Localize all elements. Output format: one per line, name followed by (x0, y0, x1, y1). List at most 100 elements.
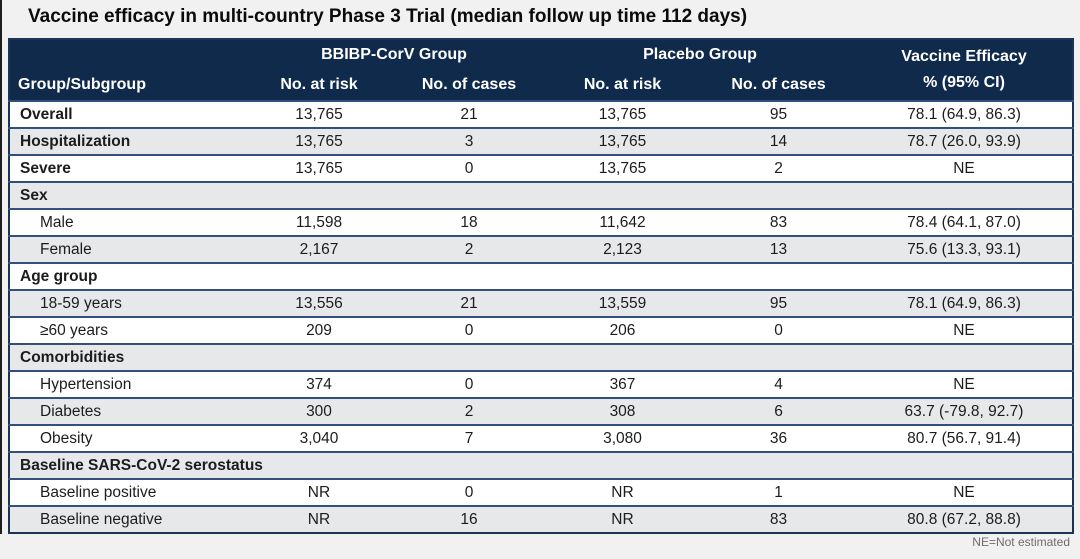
cell-value: 75.6 (13.3, 93.1) (907, 240, 1021, 258)
cell-value: 2 (774, 159, 783, 177)
cell-value: 18 (460, 213, 478, 231)
group-header-row: BBIBP-CorV Group Placebo Group Vaccine E… (9, 39, 1074, 101)
cell-value: 80.7 (56.7, 91.4) (907, 429, 1021, 447)
cell-value: 95 (769, 294, 788, 312)
page-title: Vaccine efficacy in multi-country Phase … (28, 6, 748, 27)
placebo-no-at-risk-header: No. at risk (544, 69, 701, 101)
vaccine-efficacy-header-line1: Vaccine Efficacy (901, 48, 1027, 66)
cell-value: 2,167 (299, 240, 339, 258)
table-row: 18-59 years 13,556 21 13,559 95 78.1 (64.9, 8… (9, 290, 1074, 317)
footnote: NE=Not estimated (972, 535, 1070, 549)
bbibp-group-header: BBIBP-CorV Group (244, 39, 544, 69)
bbibp-no-of-cases-header: No. of cases (394, 69, 544, 101)
section-label: Comorbidities (20, 348, 125, 366)
table-row: Hypertension 374 0 367 4 NE (9, 371, 1074, 398)
cell-value: 13,556 (295, 294, 343, 312)
section-label: Age group (20, 267, 98, 285)
column-header-row: Group/Subgroup No. at risk No. of cases … (9, 69, 1073, 101)
cell-value: 83 (769, 510, 788, 528)
cell-value: 0 (464, 321, 474, 339)
table-row: Baseline negative NR 16 NR 83 80.8 (67.2, 88.… (9, 506, 1074, 533)
row-label: Male (40, 213, 74, 231)
cell-value: 11,642 (599, 213, 646, 231)
cell-value: 13,765 (598, 159, 647, 177)
left-edge-line (0, 0, 2, 534)
cell-value: 13,765 (295, 132, 343, 150)
row-label: Hospitalization (20, 132, 131, 150)
section-label: Baseline SARS-CoV-2 serostatus (20, 456, 263, 474)
cell-value: NR (611, 483, 634, 501)
section-row: Comorbidities (9, 344, 1074, 371)
cell-value: 3,080 (603, 429, 642, 447)
cell-value: 13,765 (295, 159, 343, 177)
cell-value: 36 (769, 429, 788, 447)
cell-value: 16 (460, 510, 478, 528)
row-label: ≥60 years (40, 321, 108, 339)
cell-value: 78.1 (64.9, 86.3) (907, 294, 1021, 312)
cell-value: 367 (609, 375, 636, 393)
cell-value: 4 (774, 375, 783, 393)
cell-value: 0 (464, 159, 474, 177)
cell-value: NE (953, 159, 975, 177)
table-row: Overall 13,765 21 13,765 95 78.1 (64.9, 86.3) (9, 101, 1074, 128)
row-label: Obesity (40, 429, 93, 447)
vaccine-efficacy-header: Vaccine Efficacy % (95% CI) (856, 39, 1074, 101)
cell-value: 80.8 (67.2, 88.8) (907, 510, 1021, 528)
cell-value: 13,765 (295, 105, 343, 123)
cell-value: 14 (769, 132, 788, 150)
efficacy-table: BBIBP-CorV Group Placebo Group Vaccine E… (8, 38, 1075, 534)
table-row: Male 11,598 18 11,642 83 78.4 (64.1, 87.0) (9, 209, 1074, 236)
table-row: Female 2,167 2 2,123 13 75.6 (13.3, 93.1) (9, 236, 1074, 263)
table-row: Diabetes 300 2 308 6 63.7 (-79.8, 92.7) (9, 398, 1074, 425)
cell-value: 13,765 (598, 105, 647, 123)
table-row: Obesity 3,040 7 3,080 36 80.7 (56.7, 91.4) (9, 425, 1074, 452)
cell-value: 13,765 (598, 132, 647, 150)
cell-value: 21 (460, 105, 478, 123)
cell-value: NR (611, 510, 634, 528)
row-label: Overall (20, 105, 73, 123)
efficacy-table-wrap: BBIBP-CorV Group Placebo Group Vaccine E… (8, 38, 1075, 534)
cell-value: 2 (464, 240, 474, 258)
cell-value: 0 (774, 321, 783, 339)
cell-value: 21 (460, 294, 478, 312)
cell-value: 1 (774, 483, 783, 501)
cell-value: 6 (774, 402, 783, 420)
vaccine-efficacy-header-line2: % (95% CI) (923, 74, 1005, 91)
cell-value: 209 (306, 321, 332, 339)
cell-value: 11,598 (295, 213, 343, 231)
row-label: Baseline positive (40, 483, 157, 501)
bbibp-no-at-risk-header: No. at risk (244, 69, 394, 101)
cell-value: 308 (609, 402, 636, 420)
cell-value: 13 (769, 240, 788, 258)
row-label: Baseline negative (40, 510, 163, 528)
cell-value: NE (953, 321, 975, 339)
cell-value: 206 (609, 321, 636, 339)
cell-value: NR (307, 510, 331, 528)
cell-value: 3,040 (299, 429, 339, 447)
row-label: Severe (20, 159, 71, 177)
section-row: Age group (9, 263, 1074, 290)
cell-value: NR (307, 483, 331, 501)
cell-value: 78.1 (64.9, 86.3) (907, 105, 1021, 123)
cell-value: NE (953, 375, 975, 393)
table-row: Severe 13,765 0 13,765 2 NE (9, 155, 1074, 182)
table-row: Baseline positive NR 0 NR 1 NE (9, 479, 1074, 506)
placebo-group-header: Placebo Group (544, 39, 857, 69)
cell-value: 2 (464, 402, 474, 420)
placebo-no-of-cases-header: No. of cases (701, 69, 857, 101)
row-label: Female (40, 240, 92, 258)
cell-value: 0 (464, 483, 474, 501)
cell-value: 3 (464, 132, 474, 150)
row-label: Diabetes (40, 402, 102, 420)
group-subgroup-header: Group/Subgroup (9, 69, 244, 101)
table-body: Overall 13,765 21 13,765 95 78.1 (64.9, 86.3)… (9, 101, 1074, 533)
cell-value: 7 (464, 429, 474, 447)
corner-cell (9, 39, 244, 69)
cell-value: 78.4 (64.1, 87.0) (907, 213, 1021, 231)
section-row: Baseline SARS-CoV-2 serostatus (9, 452, 1074, 479)
table-row: ≥60 years 209 0 206 0 NE (9, 317, 1074, 344)
cell-value: 78.7 (26.0, 93.9) (907, 132, 1021, 150)
cell-value: 374 (306, 375, 332, 393)
table-header: BBIBP-CorV Group Placebo Group Vaccine E… (9, 39, 1074, 101)
row-label: Hypertension (40, 375, 132, 393)
